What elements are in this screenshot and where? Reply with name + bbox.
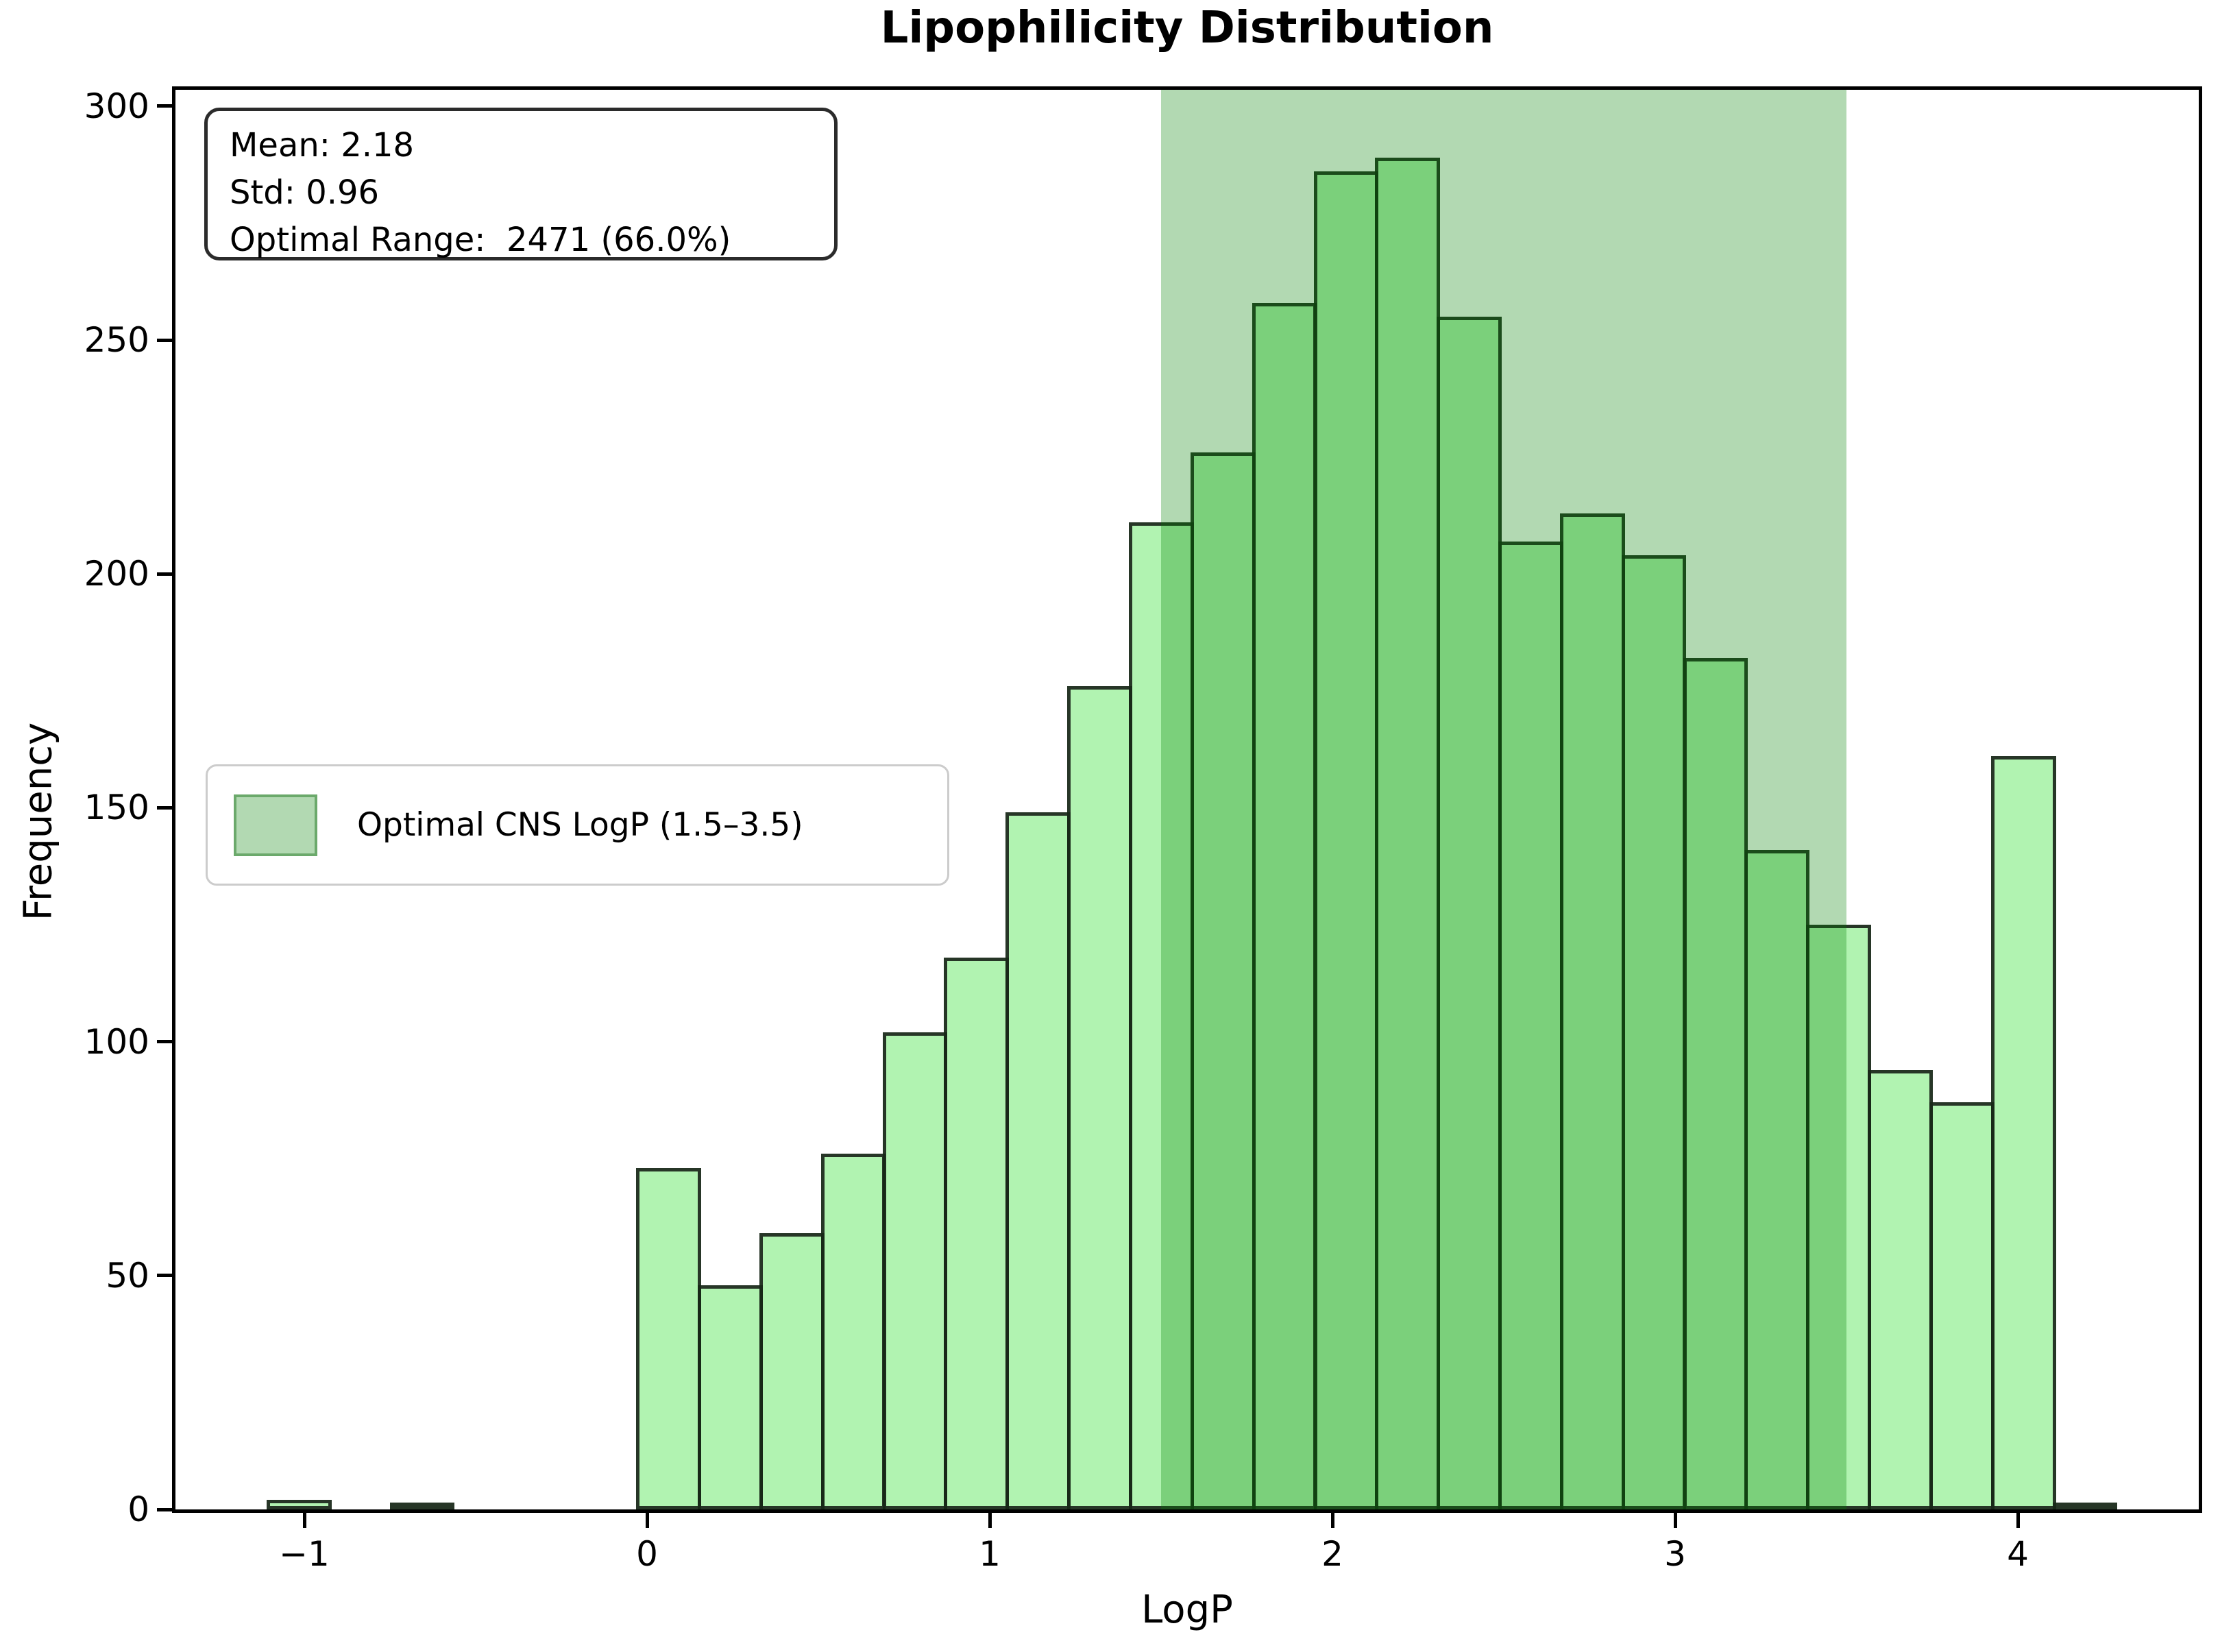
histogram-bar bbox=[944, 957, 1010, 1509]
x-axis-tick-label: 4 bbox=[2007, 1534, 2029, 1574]
histogram-bar bbox=[820, 1154, 886, 1509]
histogram-bar bbox=[1252, 302, 1317, 1509]
histogram-bar bbox=[1005, 812, 1071, 1509]
stats-mean: Mean: 2.18 bbox=[230, 126, 415, 165]
y-axis-tick bbox=[157, 805, 172, 810]
y-axis-tick bbox=[157, 104, 172, 108]
x-axis-tick bbox=[1330, 1513, 1334, 1528]
histogram-bar bbox=[1929, 1102, 1995, 1509]
y-axis-tick-label: 250 bbox=[84, 320, 149, 361]
x-axis-tick-label: 1 bbox=[979, 1534, 1001, 1574]
x-axis-tick-label: 3 bbox=[1664, 1534, 1686, 1574]
stats-box: Mean: 2.18 Std: 0.96 Optimal Range: 2471… bbox=[204, 108, 838, 260]
histogram-bar bbox=[759, 1233, 825, 1509]
stats-std: Std: 0.96 bbox=[230, 173, 380, 212]
x-axis-tick-label: −1 bbox=[279, 1534, 330, 1574]
histogram-bar bbox=[697, 1285, 763, 1509]
y-axis-tick-label: 150 bbox=[84, 788, 149, 828]
axes-frame bbox=[172, 86, 2202, 1513]
plot-area bbox=[175, 90, 2199, 1509]
optimal-range-band bbox=[1161, 90, 1846, 1509]
y-axis-tick-label: 300 bbox=[84, 86, 149, 126]
histogram-bar bbox=[1990, 756, 2056, 1509]
histogram-bar bbox=[1683, 658, 1748, 1509]
y-axis-tick-label: 100 bbox=[84, 1021, 149, 1062]
x-axis-tick bbox=[988, 1513, 992, 1528]
x-axis-tick bbox=[645, 1513, 649, 1528]
histogram-bar bbox=[1128, 522, 1194, 1509]
histogram-bar bbox=[1559, 513, 1625, 1509]
y-axis-tick bbox=[157, 1507, 172, 1511]
x-axis-tick bbox=[1673, 1513, 1677, 1528]
y-axis-tick-label: 200 bbox=[84, 554, 149, 594]
x-axis-tick-label: 2 bbox=[1321, 1534, 1343, 1574]
y-axis-tick bbox=[157, 572, 172, 576]
y-axis-tick-label: 0 bbox=[127, 1490, 149, 1529]
legend-label: Optimal CNS LogP (1.5–3.5) bbox=[357, 806, 803, 844]
legend-swatch bbox=[234, 794, 317, 856]
y-axis-tick bbox=[157, 338, 172, 342]
histogram-bar bbox=[267, 1500, 332, 1509]
x-axis-tick bbox=[302, 1513, 306, 1528]
stats-optimal-range: Optimal Range: 2471 (66.0%) bbox=[230, 221, 731, 259]
histogram-bar bbox=[1868, 1069, 1933, 1509]
histogram-bar bbox=[2052, 1503, 2118, 1509]
y-axis-tick bbox=[157, 1274, 172, 1278]
histogram-bar bbox=[882, 1032, 948, 1509]
chart-title: Lipophilicity Distribution bbox=[880, 3, 1494, 53]
y-axis-tick-label: 50 bbox=[106, 1255, 149, 1296]
x-axis-tick-label: 0 bbox=[636, 1534, 658, 1574]
legend-box: Optimal CNS LogP (1.5–3.5) bbox=[206, 764, 949, 886]
histogram-bar bbox=[636, 1167, 701, 1509]
x-axis-label: LogP bbox=[1141, 1588, 1233, 1632]
y-axis-tick bbox=[157, 1040, 172, 1044]
histogram-bar bbox=[1067, 686, 1132, 1509]
x-axis-tick bbox=[2016, 1513, 2020, 1528]
histogram-bar bbox=[389, 1503, 455, 1509]
